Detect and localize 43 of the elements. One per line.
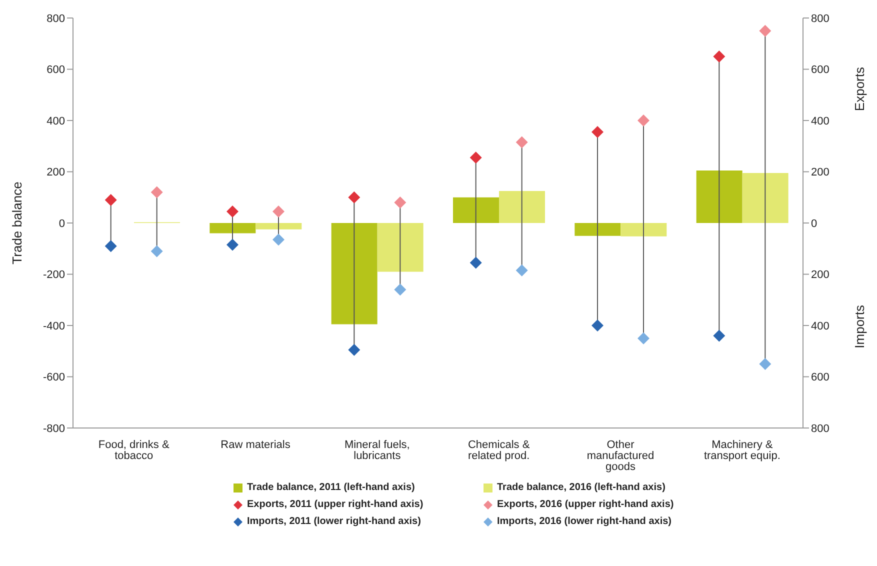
legend-label: Trade balance, 2011 (left-hand axis) xyxy=(247,482,415,493)
bar xyxy=(696,170,742,223)
x-tick-label: Machinery & transport equip. xyxy=(704,438,780,462)
bar xyxy=(453,197,499,223)
x-tick-label: Raw materials xyxy=(220,438,291,451)
x-tick-label: Other manufactured goods xyxy=(586,438,654,473)
legend-label: Imports, 2011 (lower right-hand axis) xyxy=(247,516,421,527)
x-tick-label: Chemicals & related prod. xyxy=(468,438,530,462)
y2-tick-label: 200 xyxy=(811,269,830,282)
y-tick-label: -800 xyxy=(42,422,65,435)
legend-label: Exports, 2011 (upper right-hand axis) xyxy=(247,499,424,510)
bar xyxy=(574,223,621,236)
legend-label: Imports, 2016 (lower right-hand axis) xyxy=(497,516,672,527)
y-tick-label: 0 xyxy=(58,218,65,230)
legend-label: Exports, 2016 (upper right-hand axis) xyxy=(497,499,674,510)
y-tick-label: 600 xyxy=(46,64,65,76)
x-tick-label: Food, drinks & tobacco xyxy=(98,438,170,462)
y2-tick-label: 0 xyxy=(811,218,818,230)
y-tick-label: 800 xyxy=(46,12,65,25)
y-tick-label: 200 xyxy=(46,166,65,179)
y2-tick-label: 600 xyxy=(811,372,830,384)
y2-tick-label: 600 xyxy=(811,64,830,76)
bar xyxy=(620,223,667,236)
y-tick-label: -400 xyxy=(42,320,65,332)
y-tick-label: -600 xyxy=(42,372,65,384)
y-tick-label: 400 xyxy=(46,115,65,128)
legend-label: Trade balance, 2016 (left-hand axis) xyxy=(497,482,666,493)
y-tick-label: -200 xyxy=(42,269,65,282)
x-tick-label: Mineral fuels, lubricants xyxy=(344,438,410,462)
bar xyxy=(331,223,378,324)
y2-tick-label: 800 xyxy=(811,422,830,435)
bar xyxy=(256,223,302,230)
bar xyxy=(210,223,256,234)
bar xyxy=(377,223,424,272)
y2-tick-label: 400 xyxy=(811,320,830,332)
y2-tick-label: 200 xyxy=(811,166,830,179)
y2-axis-title: Exports xyxy=(852,67,868,112)
bar xyxy=(742,173,788,223)
text: Imports xyxy=(852,305,868,348)
bar xyxy=(499,190,545,223)
y2-tick-label: 400 xyxy=(811,115,830,128)
y-axis-title: Trade balance xyxy=(10,182,25,264)
y2-tick-label: 800 xyxy=(811,12,830,25)
